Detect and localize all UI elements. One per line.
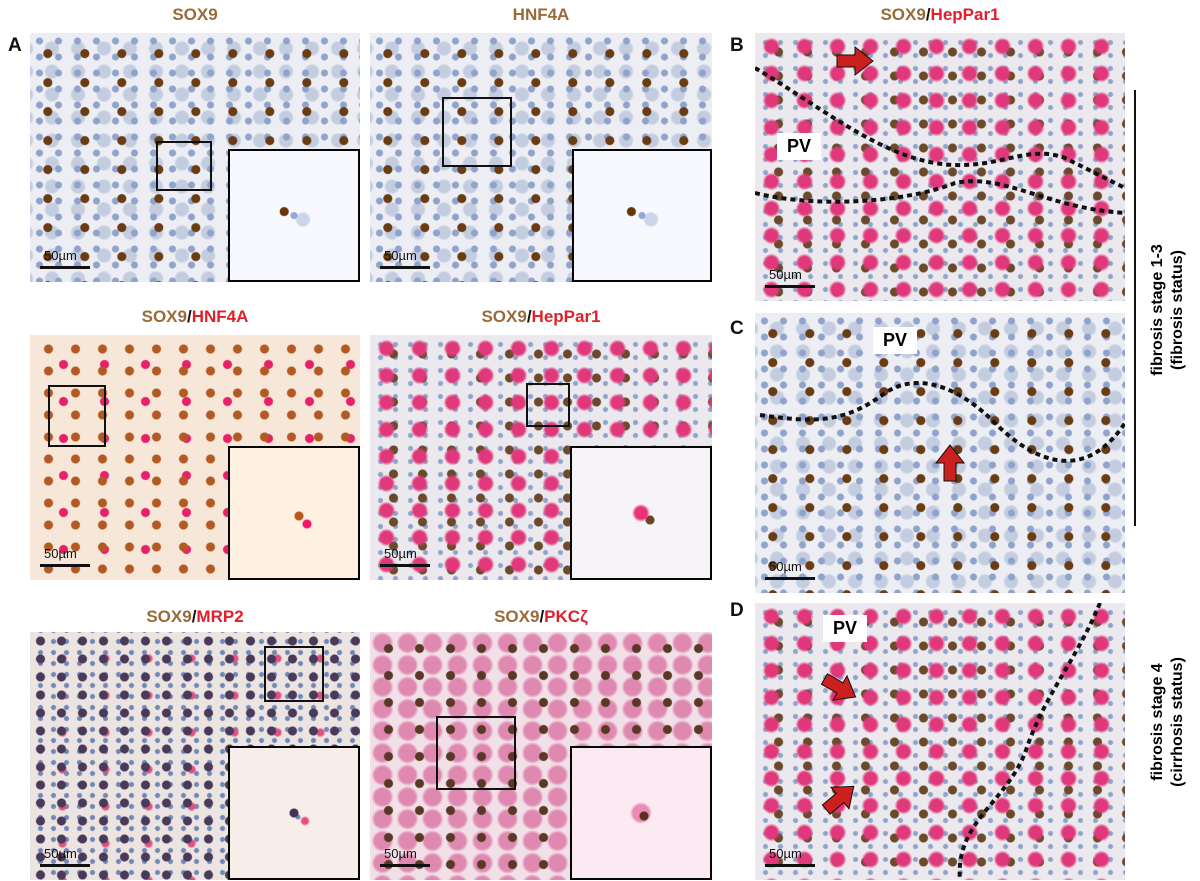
scale-bar-label: 50µm xyxy=(44,846,77,861)
title-part: / xyxy=(526,307,532,326)
zoom-region xyxy=(48,385,106,447)
micrograph: 50µm xyxy=(370,335,712,580)
bracket-line xyxy=(1134,90,1136,526)
panel-letter: B xyxy=(730,35,744,56)
panel-title: SOX9/HepPar1 xyxy=(880,5,999,25)
side-label-line: fibrosis stage 4 xyxy=(1149,663,1166,781)
zoom-inset xyxy=(570,446,712,580)
title-part: SOX9 xyxy=(146,607,192,626)
scale-bar xyxy=(40,266,90,269)
title-part: HepPar1 xyxy=(930,5,1000,24)
boundary-line xyxy=(755,179,1125,215)
panel-title: SOX9/MRP2 xyxy=(146,607,243,627)
title-part: SOX9 xyxy=(172,5,218,24)
region-label: PV xyxy=(873,327,918,354)
panel-title: SOX9/HNF4A xyxy=(142,307,249,327)
title-part: HNF4A xyxy=(512,5,570,24)
side-label-line: (fibrosis status) xyxy=(1169,249,1186,371)
region-label: PV xyxy=(777,133,822,160)
title-part: SOX9 xyxy=(494,607,540,626)
panel-letter: A xyxy=(8,35,22,56)
zoom-region xyxy=(436,716,516,790)
scale-bar-label: 50µm xyxy=(384,248,417,263)
title-part: SOX9 xyxy=(481,307,527,326)
side-label: fibrosis stage 1-3 (fibrosis status) xyxy=(1148,244,1188,376)
zoom-inset xyxy=(570,746,712,880)
arrow xyxy=(934,444,966,482)
title-part: HNF4A xyxy=(191,307,249,326)
annotation-overlay xyxy=(759,381,1125,482)
micrograph: 50µm xyxy=(30,335,360,580)
micrograph: 50µm xyxy=(370,33,712,282)
micrograph: PV 50µm xyxy=(755,603,1125,880)
panel-title: HNF4A xyxy=(513,5,570,25)
scale-bar xyxy=(765,285,815,288)
title-part: SOX9 xyxy=(141,307,187,326)
panel-title: SOX9/PKCζ xyxy=(494,607,588,627)
arrow xyxy=(821,785,855,815)
scale-bar xyxy=(765,577,815,580)
micrograph: PV 50µm xyxy=(755,313,1125,593)
region-label: PV xyxy=(823,615,868,642)
side-label-line: fibrosis stage 1-3 xyxy=(1149,244,1166,376)
panel-letter: C xyxy=(730,318,744,339)
title-part: / xyxy=(539,607,545,626)
scale-bar xyxy=(380,564,430,567)
micrograph: 50µm xyxy=(30,33,360,282)
micrograph: 50µm xyxy=(30,632,360,880)
scale-bar xyxy=(380,266,430,269)
zoom-region xyxy=(526,383,570,427)
title-part: / xyxy=(186,307,192,326)
side-label-line: (cirrhosis status) xyxy=(1169,657,1186,787)
scale-bar-label: 50µm xyxy=(44,546,77,561)
zoom-inset xyxy=(228,446,360,580)
panel-title: SOX9/HepPar1 xyxy=(481,307,600,327)
zoom-region xyxy=(442,97,512,167)
micrograph: PV 50µm xyxy=(755,33,1125,301)
annotation-overlay xyxy=(755,45,1125,215)
title-part: MRP2 xyxy=(196,607,244,626)
scale-bar-label: 50µm xyxy=(44,248,77,263)
scale-bar xyxy=(40,564,90,567)
scale-bar xyxy=(765,864,815,867)
title-part: HepPar1 xyxy=(531,307,601,326)
panel-letter: D xyxy=(730,600,744,621)
arrow xyxy=(820,673,857,701)
panel-title: SOX9 xyxy=(172,5,217,25)
zoom-inset xyxy=(228,746,360,880)
boundary-line xyxy=(957,603,1102,880)
boundary-line xyxy=(759,381,1125,463)
micrograph: 50µm xyxy=(370,632,712,880)
scale-bar xyxy=(40,864,90,867)
scale-bar-label: 50µm xyxy=(384,546,417,561)
zoom-region xyxy=(156,141,212,191)
boundary-line xyxy=(755,66,1125,190)
title-part: / xyxy=(925,5,931,24)
title-part: PKCζ xyxy=(544,607,588,626)
title-part: / xyxy=(191,607,197,626)
annotation-overlay xyxy=(820,603,1102,880)
zoom-inset xyxy=(572,149,712,282)
zoom-region xyxy=(264,646,324,702)
title-part: SOX9 xyxy=(880,5,926,24)
scale-bar-label: 50µm xyxy=(384,846,417,861)
zoom-inset xyxy=(228,149,360,282)
scale-bar-label: 50µm xyxy=(769,846,802,861)
scale-bar-label: 50µm xyxy=(769,559,802,574)
arrow xyxy=(836,45,874,77)
scale-bar-label: 50µm xyxy=(769,267,802,282)
scale-bar xyxy=(380,864,430,867)
side-label: fibrosis stage 4 (cirrhosis status) xyxy=(1148,657,1188,787)
